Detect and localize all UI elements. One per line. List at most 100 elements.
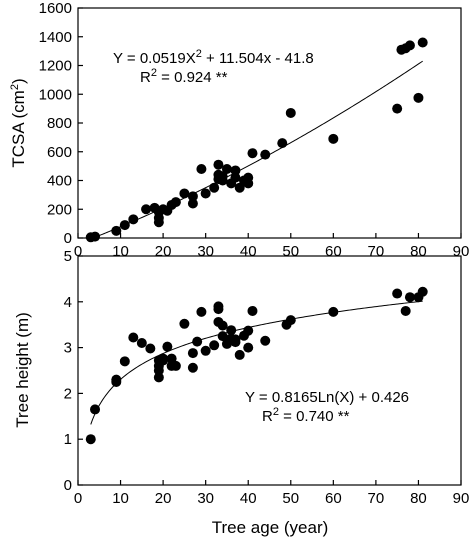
tcsa-data-point <box>213 159 224 170</box>
height-x-axis: 0 10 20 30 40 50 60 70 80 90 <box>74 480 470 507</box>
height-data-point <box>404 292 415 303</box>
tcsa-data-point <box>404 40 415 51</box>
height-data-point <box>145 343 156 354</box>
height-panel: 0 1 2 3 4 5 0 10 20 30 40 50 60 70 80 90 Tree height (… <box>13 248 469 537</box>
height-data-point <box>243 342 254 353</box>
tcsa-data-point <box>247 148 258 159</box>
tcsa-plot-frame <box>77 7 462 239</box>
tcsa-x-tick-label: 70 <box>368 243 385 260</box>
tcsa-data-point <box>285 107 296 118</box>
tcsa-y-tick-label: 400 <box>47 173 72 190</box>
tcsa-data-point <box>392 103 403 114</box>
height-data-point <box>187 348 198 359</box>
tcsa-x-tick-label: 0 <box>74 243 82 260</box>
tcsa-data-point <box>119 220 130 231</box>
height-data-point <box>128 332 139 343</box>
height-x-tick-label: 60 <box>325 490 342 507</box>
tcsa-data-point <box>217 175 228 186</box>
tcsa-x-tick-label: 50 <box>282 243 299 260</box>
tcsa-panel: 0 200 400 600 800 1000 1200 1400 1600 0 10 20 30 40 5… <box>9 0 469 260</box>
tcsa-data-point <box>417 37 428 48</box>
height-data-point <box>187 362 198 373</box>
height-data-point <box>119 356 130 367</box>
height-plot-frame <box>77 255 462 486</box>
tcsa-data-point <box>277 138 288 149</box>
tcsa-data-point <box>413 92 424 103</box>
height-y-axis-title: Tree height (m) <box>13 312 32 428</box>
height-data-point <box>196 306 207 317</box>
height-data-point <box>217 320 228 331</box>
height-data-point <box>285 315 296 326</box>
height-data-point <box>192 336 203 347</box>
height-data-point <box>166 353 177 364</box>
tcsa-data-point <box>243 178 254 189</box>
height-x-tick-label: 80 <box>410 490 427 507</box>
tcsa-data-point <box>187 191 198 202</box>
tcsa-data-point <box>209 182 220 193</box>
tcsa-x-tick-label: 10 <box>112 243 129 260</box>
height-data-point <box>213 304 224 315</box>
tcsa-data-point <box>170 197 181 208</box>
height-fit-curve <box>90 300 423 425</box>
height-data-point <box>234 349 245 360</box>
height-x-tick-label: 50 <box>282 490 299 507</box>
tcsa-equation: Y = 0.0519X2 + 11.504x - 41.8 <box>113 48 314 67</box>
tcsa-data-point <box>230 165 241 176</box>
tcsa-data-point <box>328 133 339 144</box>
tcsa-y-tick-label: 1600 <box>39 0 72 17</box>
height-data-point <box>226 325 237 336</box>
height-y-axis: 0 1 2 3 4 5 <box>64 248 83 494</box>
height-data-point <box>85 434 96 445</box>
tcsa-y-tick-label: 800 <box>47 115 72 132</box>
height-y-tick-label: 2 <box>64 385 72 402</box>
height-y-tick-label: 1 <box>64 431 72 448</box>
height-data-point <box>136 338 147 349</box>
tcsa-x-tick-label: 80 <box>410 243 427 260</box>
tcsa-y-tick-label: 0 <box>64 230 72 247</box>
height-x-tick-label: 90 <box>453 490 470 507</box>
height-data-point <box>400 305 411 316</box>
tcsa-r-squared: R2 = 0.924 ** <box>140 67 228 86</box>
height-equation: Y = 0.8165Ln(X) + 0.426 <box>245 389 409 406</box>
tcsa-data-point <box>260 149 271 160</box>
height-data-point <box>243 325 254 336</box>
tcsa-data-point <box>196 164 207 174</box>
tcsa-y-tick-label: 1400 <box>39 29 72 46</box>
tcsa-data-point <box>90 231 101 242</box>
height-y-tick-label: 3 <box>64 340 72 357</box>
tcsa-data-points <box>85 37 428 243</box>
height-data-point <box>209 340 220 351</box>
height-data-point <box>247 305 258 316</box>
height-y-tick-label: 5 <box>64 248 72 265</box>
height-data-point <box>153 372 164 383</box>
height-data-points <box>85 286 428 445</box>
tcsa-data-point <box>153 217 164 228</box>
x-axis-title: Tree age (year) <box>212 518 329 537</box>
tcsa-data-point <box>179 188 190 199</box>
tcsa-x-tick-label: 30 <box>197 243 214 260</box>
tcsa-data-point <box>141 204 152 215</box>
height-data-point <box>200 345 211 356</box>
tcsa-data-point <box>187 198 198 209</box>
height-y-tick-label: 0 <box>64 477 72 494</box>
height-data-point <box>179 318 190 329</box>
height-x-tick-label: 30 <box>197 490 214 507</box>
height-data-point <box>417 286 428 297</box>
tcsa-y-tick-label: 200 <box>47 201 72 218</box>
height-data-point <box>230 337 241 348</box>
tcsa-x-tick-label: 40 <box>240 243 257 260</box>
height-data-point <box>217 331 228 342</box>
tcsa-x-tick-label: 20 <box>155 243 172 260</box>
tcsa-y-tick-label: 1000 <box>39 86 72 103</box>
height-x-tick-label: 40 <box>240 490 257 507</box>
tcsa-x-tick-label: 60 <box>325 243 342 260</box>
tcsa-y-tick-label: 600 <box>47 144 72 161</box>
height-data-point <box>170 360 181 371</box>
tcsa-data-point <box>128 214 139 225</box>
height-r-squared: R2 = 0.740 ** <box>262 406 350 425</box>
height-data-point <box>162 341 173 352</box>
tcsa-data-point <box>200 188 211 199</box>
tcsa-fit-curve <box>90 60 423 239</box>
height-data-point <box>153 365 164 376</box>
